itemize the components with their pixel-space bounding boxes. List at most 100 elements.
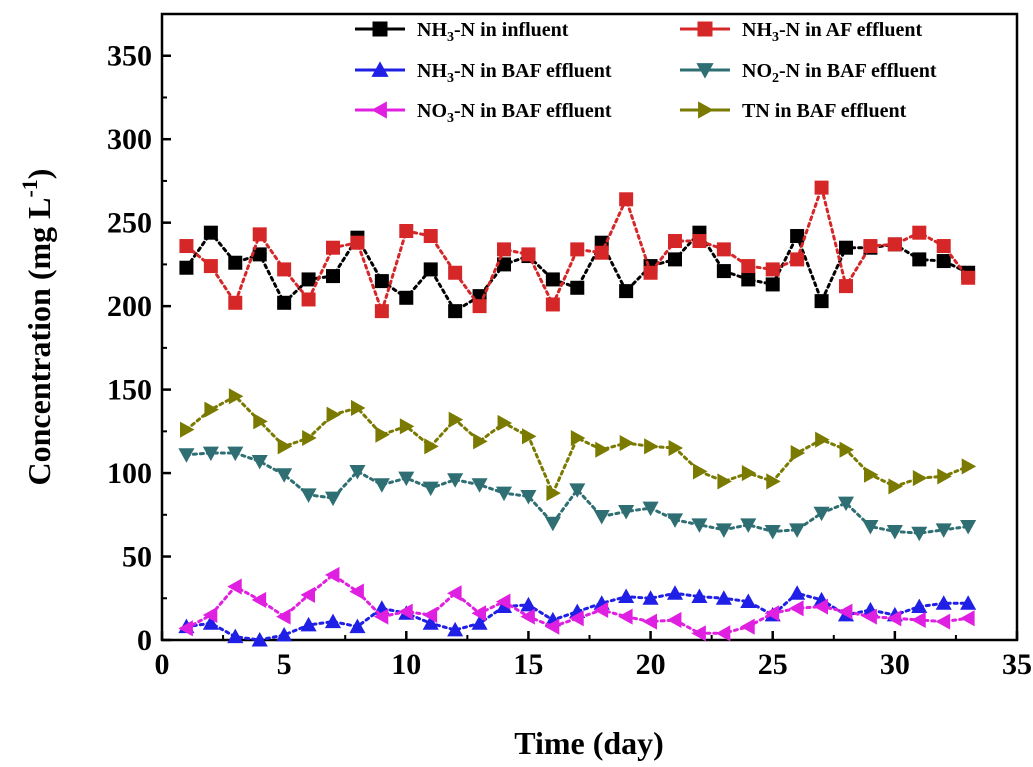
data-point [252,227,267,242]
data-point [765,262,780,277]
data-point [422,606,438,624]
data-point [595,441,610,458]
data-point [935,595,952,610]
data-point [448,304,463,319]
data-point [471,478,488,493]
data-point [911,598,928,614]
x-tick-label: 10 [391,648,421,681]
data-point [227,578,242,595]
data-point [814,294,829,309]
data-point [715,625,731,642]
data-point [618,608,633,625]
series-4 [178,446,977,542]
data-point [300,586,316,603]
data-point [741,259,756,274]
data-point [324,613,342,629]
data-point [569,610,584,627]
y-tick-label: 100 [107,457,152,490]
data-point [227,628,244,644]
legend-item: NH3-N in influent [355,19,569,45]
data-point [668,439,684,457]
data-point [837,603,853,620]
data-point [422,481,439,497]
data-point [815,431,830,448]
data-point [301,292,316,307]
y-tick-label: 50 [122,541,152,574]
x-tick-label: 15 [513,648,543,681]
data-point [424,438,439,455]
legend-marker [696,63,714,79]
data-point [593,510,610,525]
data-point [179,260,194,275]
data-point [839,279,853,294]
data-point [471,615,488,630]
data-point [324,491,342,507]
data-point [837,496,855,512]
data-point [790,252,805,267]
y-tick-label: 250 [107,207,152,240]
data-point [202,446,219,462]
x-axis-title: Time (day) [514,725,664,761]
data-point [642,501,659,517]
y-axis-title-main: Concentration (mg L [21,198,57,486]
legend-item: NO2-N in BAF effluent [680,60,937,86]
data-point [203,259,218,274]
data-point [715,523,732,538]
data-point [520,608,535,625]
data-point [277,438,293,455]
x-tick-label: 0 [155,648,170,681]
series-2 [179,180,976,319]
data-point [472,299,487,314]
data-point [961,270,976,285]
data-point [422,615,439,630]
data-point [350,235,365,250]
data-point [521,247,536,262]
data-point [570,242,585,257]
data-point [179,239,194,254]
data-point [692,463,708,480]
data-point [251,454,268,470]
data-point [666,611,682,629]
data-point [691,518,708,533]
data-point [447,621,464,637]
data-point [741,272,756,287]
y-axis: 0 50 100 150 200 250 300 350 [107,13,171,657]
data-point [764,605,780,622]
series-line [184,451,970,535]
data-point [716,242,731,257]
data-point [813,598,829,615]
data-point [326,406,342,423]
data-point [545,272,560,287]
data-point [349,583,364,600]
x-axis: 0 5 10 15 20 25 30 35 [155,631,1032,681]
data-point [178,448,195,463]
data-point [642,613,658,630]
legend-label: NH3-N in AF effluent [742,19,922,45]
data-point [911,611,926,629]
data-point [960,520,977,535]
data-point [520,489,537,505]
data-point [324,566,340,583]
legend-label: NH3-N in influent [417,19,569,45]
data-point [447,473,464,488]
x-tick-label: 35 [1002,648,1032,681]
x-tick-label: 30 [880,648,910,681]
data-point [619,284,634,299]
data-point [814,180,829,195]
data-point [204,401,219,418]
data-point [935,523,952,538]
data-point [349,618,366,634]
data-point [570,280,585,295]
legend-item: NH3-N in AF effluent [680,19,922,45]
data-point [569,483,586,498]
data-point [374,274,389,289]
data-point [228,255,243,270]
series-6 [179,388,977,502]
data-point [936,239,951,254]
legend-marker [371,61,389,77]
data-point [666,513,684,528]
y-axis-title: Concentration (mg L-1) [17,169,57,486]
data-point [619,434,635,452]
data-point [544,516,561,532]
